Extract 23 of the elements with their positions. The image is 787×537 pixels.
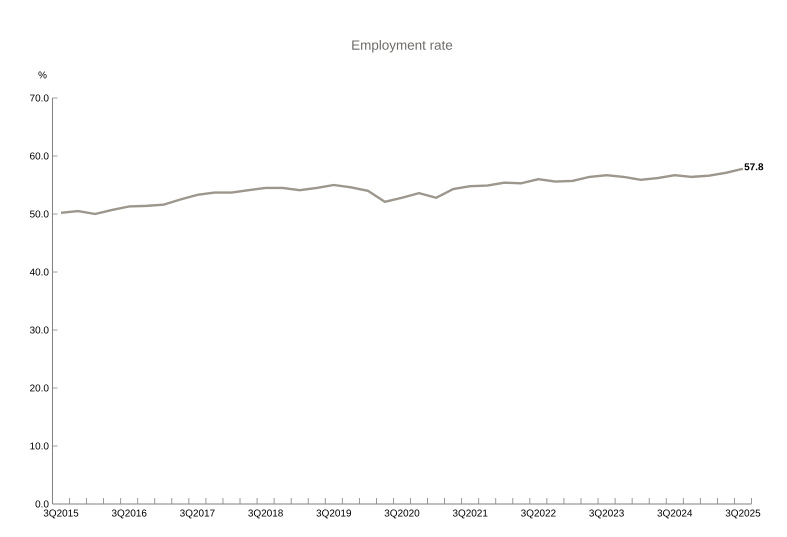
y-tick-label: 10.0	[30, 442, 49, 450]
y-tick-label: 40.0	[30, 268, 49, 276]
y-tick-label: 70.0	[30, 94, 49, 102]
x-tick-label: 3Q2019	[316, 510, 352, 518]
x-tick-label: 3Q2017	[180, 510, 215, 518]
x-tick-label: 3Q2023	[589, 510, 624, 518]
x-tick-label: 3Q2021	[452, 510, 488, 518]
y-tick-label: 60.0	[30, 152, 49, 160]
x-tick-label: 3Q2024	[657, 510, 692, 518]
x-tick-label: 3Q2020	[384, 510, 420, 518]
line-series	[60, 168, 744, 216]
y-tick-label: 20.0	[30, 384, 49, 392]
y-tick-label: 0.0	[36, 500, 49, 508]
x-tick-label: 3Q2025	[726, 510, 760, 518]
x-tick-label: 3Q2022	[521, 510, 556, 518]
y-tick-label: 30.0	[30, 326, 49, 334]
x-tick-label: 3Q2018	[248, 510, 283, 518]
chart-title: Employment rate	[352, 40, 452, 53]
x-tick-label: 3Q2016	[112, 510, 146, 518]
data-label: 57.8	[744, 163, 764, 170]
y-tick-label: 50.0	[30, 210, 49, 218]
y-axis-title: %	[38, 72, 47, 78]
x-tick-label: 3Q2015	[44, 510, 78, 518]
